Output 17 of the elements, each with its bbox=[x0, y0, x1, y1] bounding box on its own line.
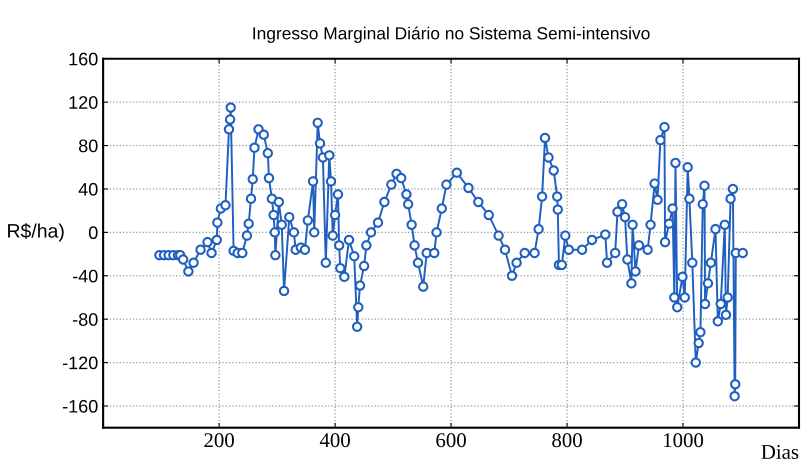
x-tick-label: 600 bbox=[436, 433, 466, 448]
x-tick-label: 1000 bbox=[664, 433, 704, 448]
y-tick-label: 120 bbox=[70, 96, 98, 109]
x-axis-title: Dias bbox=[761, 444, 798, 459]
x-tick-label: 800 bbox=[552, 433, 582, 448]
y-tick-label: -40 bbox=[72, 270, 98, 282]
y-tick-label: -160 bbox=[62, 400, 98, 413]
y-tick-label: -80 bbox=[72, 313, 98, 326]
y-tick-label: 0 bbox=[88, 226, 98, 240]
y-tick-label: 40 bbox=[78, 182, 98, 196]
y-axis-title: R$/ha) bbox=[8, 223, 64, 242]
x-tick-label: 200 bbox=[204, 433, 234, 448]
y-tick-label: 160 bbox=[70, 52, 98, 66]
x-tick-label: 400 bbox=[320, 433, 350, 448]
chart-title: Ingresso Marginal Diário no Sistema Semi-intensivo bbox=[253, 26, 650, 43]
y-tick-label: 80 bbox=[78, 139, 98, 152]
y-tick-label: -120 bbox=[62, 356, 98, 370]
